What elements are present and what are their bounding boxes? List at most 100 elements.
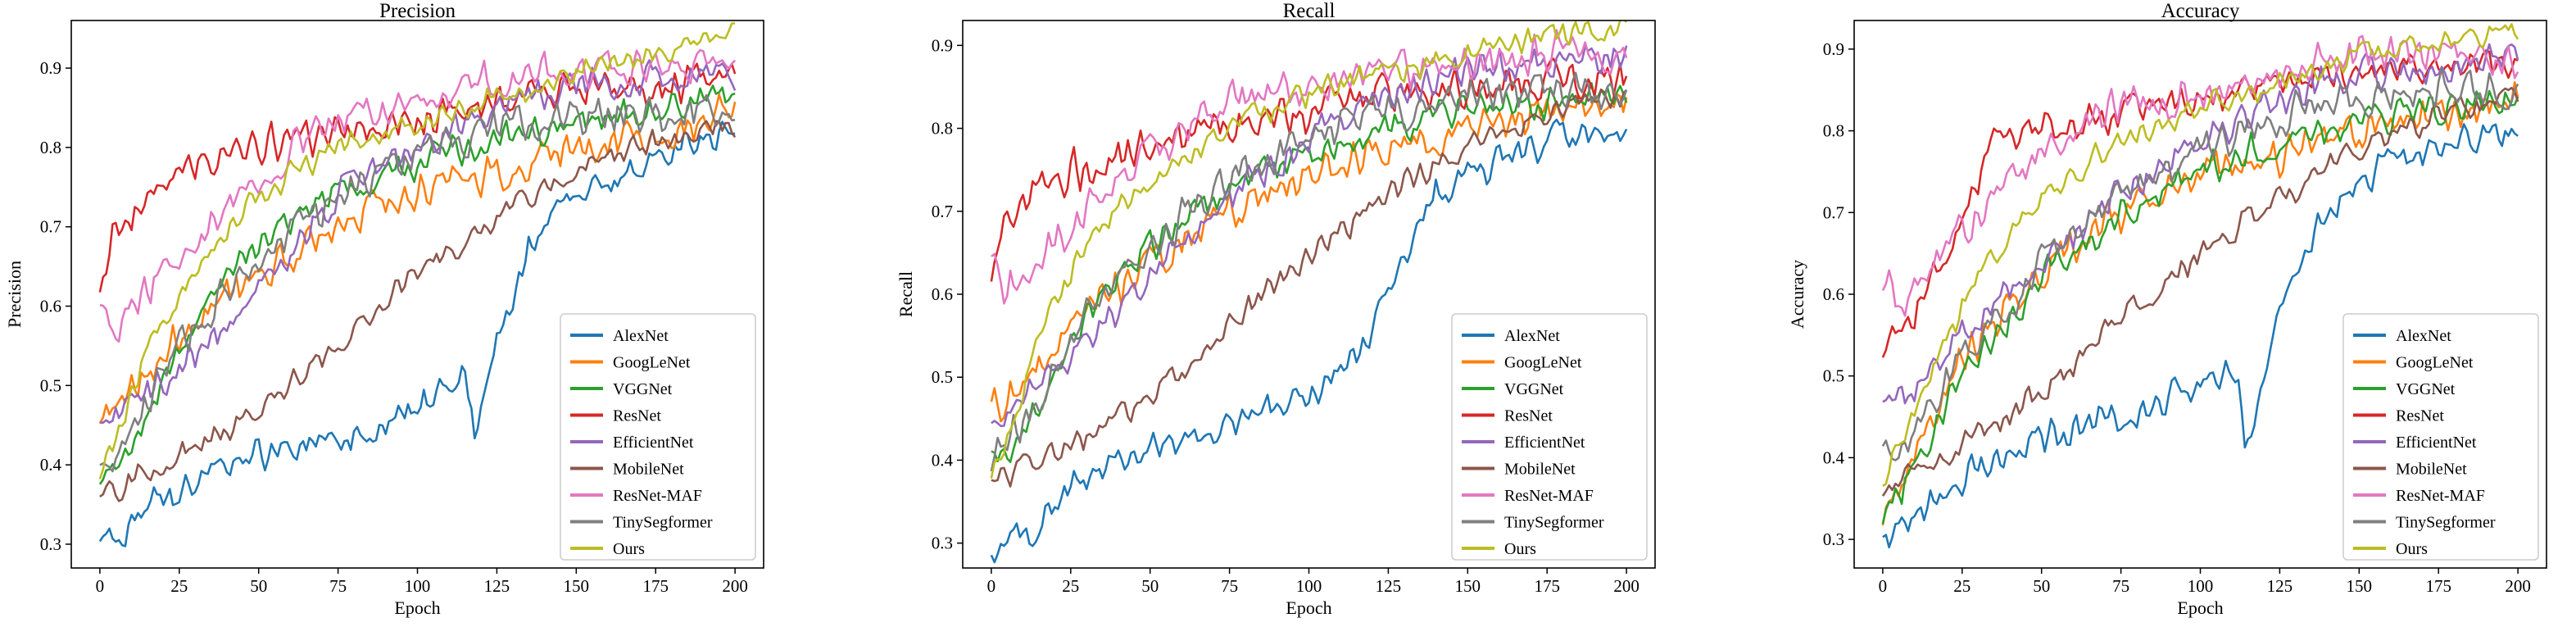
- series-line-resnet: [98, 62, 737, 293]
- legend-entry: ResNet: [613, 407, 661, 425]
- y-axis-label: Precision: [4, 261, 25, 328]
- legend-box: [560, 313, 756, 561]
- x-tick-label: 125: [1376, 576, 1402, 596]
- legend-entry: GoogLeNet: [2396, 354, 2474, 372]
- plot-frame: [962, 20, 1656, 569]
- legend: AlexNet GoogLeNet VGGNet ResNet EfficientNet…: [2342, 313, 2539, 561]
- x-axis-label: Epoch: [1286, 597, 1331, 618]
- y-tick-label: 0.7: [932, 202, 953, 221]
- y-tick-label: 0.8: [932, 119, 953, 139]
- chart-title: Accuracy: [2161, 0, 2240, 22]
- x-tick-label: 50: [2033, 576, 2050, 596]
- x-tick-label: 0: [96, 576, 105, 596]
- legend-entry: AlexNet: [613, 327, 669, 345]
- x-tick-label: 100: [405, 576, 431, 596]
- series-line-resnet: [990, 57, 1628, 282]
- chart-panel-accuracy: Accuracy 0 25 50 75 100 125 150 175 200 0.3 0.4 0.5 0…: [1787, 0, 2547, 618]
- x-tick-label: 150: [1455, 576, 1481, 596]
- x-axis-label: Epoch: [394, 597, 440, 618]
- legend-entry: Ours: [613, 540, 645, 558]
- legend-entry: GoogLeNet: [613, 354, 691, 372]
- series-line-mobilenet: [99, 120, 737, 502]
- series-line-mobilenet: [991, 88, 1628, 488]
- x-tick-label: 200: [1613, 576, 1639, 596]
- legend-entry: VGGNet: [2396, 380, 2456, 398]
- legend-entry: EfficientNet: [2396, 434, 2477, 452]
- x-tick-label: 75: [1221, 576, 1238, 596]
- legend-entry: VGGNet: [1504, 380, 1564, 398]
- legend-entry: VGGNet: [613, 380, 673, 398]
- legend-entry: AlexNet: [2396, 327, 2451, 345]
- y-tick-label: 0.9: [40, 58, 61, 78]
- legend-entry: Ours: [1504, 540, 1536, 558]
- legend-entry: AlexNet: [1504, 327, 1560, 345]
- series-line-resnet-maf: [99, 48, 737, 343]
- series-line-efficientnet: [99, 59, 737, 425]
- y-tick-label: 0.3: [40, 534, 61, 554]
- y-tick-label: 0.3: [932, 534, 953, 553]
- legend-entry: ResNet: [2396, 407, 2444, 425]
- series-line-ours: [1882, 23, 2519, 488]
- x-tick-label: 175: [1534, 576, 1560, 596]
- y-tick-label: 0.6: [932, 284, 953, 304]
- legend: AlexNet GoogLeNet VGGNet ResNet EfficientNet…: [1451, 313, 1648, 561]
- y-tick-label: 0.3: [1823, 529, 1844, 549]
- legend-entry: ResNet-MAF: [613, 487, 702, 505]
- x-tick-label: 25: [1953, 576, 1971, 596]
- plot-frame: [70, 20, 764, 569]
- legend-entry: ResNet: [1504, 407, 1553, 425]
- legend-entry: Ours: [2396, 540, 2428, 558]
- x-tick-label: 100: [1296, 576, 1322, 596]
- y-tick-label: 0.5: [1823, 366, 1844, 386]
- legend-entry: ResNet-MAF: [1504, 487, 1594, 505]
- series-line-resnet-maf: [991, 29, 1628, 305]
- x-tick-label: 175: [642, 576, 669, 596]
- chart-panel-precision: Precision 0 25 50 75 100 125 150 175 200 0.3 0.4 0.5…: [4, 0, 764, 618]
- series-line-tinysegformer: [1881, 67, 2519, 461]
- series-line-efficientnet: [991, 45, 1628, 428]
- legend-entry: EfficientNet: [1504, 434, 1585, 452]
- x-axis-label: Epoch: [2177, 597, 2223, 618]
- plot-frame: [1853, 20, 2547, 569]
- series-line-vggnet: [1881, 89, 2519, 525]
- y-tick-label: 0.8: [1823, 121, 1844, 141]
- series-line-resnet-maf: [1881, 34, 2519, 317]
- y-tick-label: 0.9: [1823, 39, 1844, 59]
- series-line-mobilenet: [1881, 86, 2519, 497]
- legend-box: [1451, 313, 1648, 561]
- y-tick-label: 0.6: [40, 297, 61, 316]
- x-tick-label: 50: [1141, 576, 1159, 596]
- series-line-tinysegformer: [99, 94, 736, 473]
- x-tick-label: 200: [722, 576, 748, 596]
- series-line-tinysegformer: [990, 71, 1628, 472]
- x-tick-label: 100: [2188, 576, 2214, 596]
- y-tick-label: 0.6: [1823, 284, 1844, 304]
- y-tick-label: 0.7: [40, 217, 61, 237]
- legend-entry: TinySegformer: [613, 514, 713, 532]
- series-line-alexnet: [1882, 123, 2519, 549]
- legend-box: [2342, 313, 2539, 561]
- series-line-alexnet: [98, 120, 736, 547]
- legend-entry: EfficientNet: [613, 434, 694, 452]
- legend-entry: MobileNet: [2396, 461, 2467, 479]
- chart-panel-recall: Recall 0 25 50 75 100 125 150 175 200 0.3 0.4 0.5 0.6…: [896, 0, 1656, 618]
- series-line-alexnet: [990, 118, 1628, 564]
- legend-entry: TinySegformer: [2396, 514, 2496, 532]
- legend-entry: GoogLeNet: [1504, 354, 1582, 372]
- y-axis-label: Accuracy: [1787, 260, 1807, 329]
- x-tick-label: 0: [987, 576, 996, 596]
- x-tick-label: 0: [1879, 576, 1888, 596]
- y-tick-label: 0.8: [40, 138, 61, 157]
- x-tick-label: 25: [1062, 576, 1079, 596]
- x-tick-label: 50: [250, 576, 267, 596]
- legend: AlexNet GoogLeNet VGGNet ResNet EfficientNet…: [560, 313, 756, 561]
- series-line-ours: [98, 22, 736, 479]
- chart-title: Precision: [379, 0, 456, 22]
- y-tick-label: 0.5: [932, 367, 953, 387]
- x-tick-label: 150: [564, 576, 590, 596]
- x-tick-label: 125: [2267, 576, 2293, 596]
- legend-entry: ResNet-MAF: [2396, 487, 2485, 505]
- y-tick-label: 0.5: [40, 375, 61, 395]
- y-tick-label: 0.4: [40, 455, 62, 475]
